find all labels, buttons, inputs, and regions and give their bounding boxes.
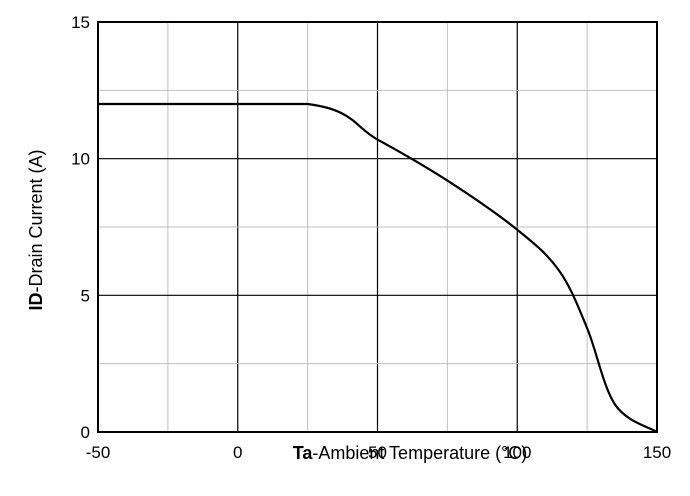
y-tick-label: 10 [71,150,90,169]
y-tick-labels: 0 5 10 15 [71,13,90,442]
plot-frame [97,21,658,433]
x-axis-title: Ta-Ambient Temperature (°C) [293,443,528,463]
x-tick-labels: -50 0 50 100 150 [86,443,671,462]
x-tick-label: 100 [503,443,531,462]
x-tick-label: 50 [368,443,387,462]
x-tick-label: 150 [643,443,671,462]
y-axis-title-prefix: ID [26,293,46,311]
y-tick-label: 5 [81,286,90,305]
plot-border [97,21,658,433]
y-tick-label: 0 [81,423,90,442]
x-tick-label: -50 [86,443,111,462]
x-tick-label: 0 [233,443,242,462]
grid-lines [98,22,657,432]
x-axis-title-prefix: Ta [293,443,314,463]
x-axis-title-text: -Ambient Temperature (°C) [312,443,527,463]
y-axis-title-text: -Drain Current (A) [26,149,46,292]
y-axis-title: ID-Drain Current (A) [26,149,46,310]
y-tick-label: 15 [71,13,90,32]
series-line [98,102,658,433]
series-lines [98,102,658,433]
